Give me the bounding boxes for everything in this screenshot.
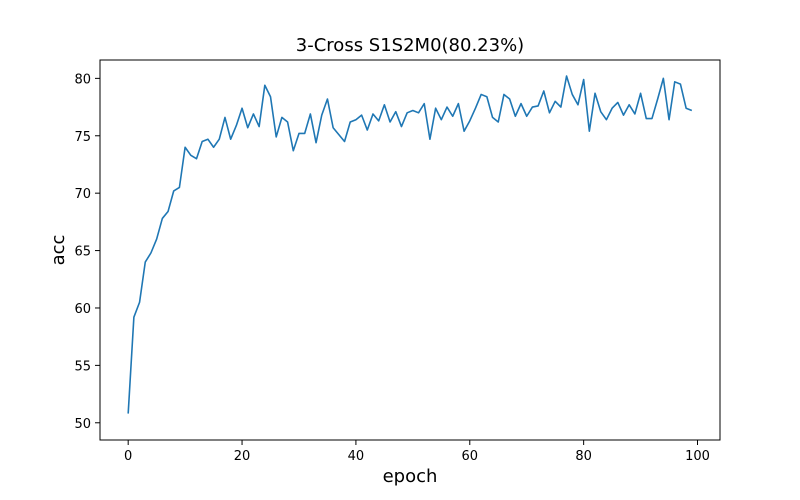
- x-tick-label: 40: [348, 449, 365, 464]
- y-axis: 50 55 60 65 70 75 80: [74, 72, 100, 432]
- y-tick-label: 55: [74, 359, 91, 374]
- x-axis-label: epoch: [383, 466, 438, 487]
- y-axis-label: acc: [48, 235, 69, 266]
- y-tick-label: 80: [74, 72, 91, 87]
- y-tick-label: 75: [74, 130, 91, 145]
- x-tick-label: 20: [234, 449, 251, 464]
- series-layer: [127, 75, 693, 414]
- x-tick-label: 0: [124, 449, 132, 464]
- x-tick-label: 100: [685, 449, 710, 464]
- x-axis: 0 20 40 60 80 100: [124, 440, 710, 464]
- plot-frame: [99, 59, 721, 441]
- y-tick-label: 65: [74, 245, 91, 260]
- y-tick-label: 70: [74, 187, 91, 202]
- y-tick-label: 60: [74, 302, 91, 317]
- x-tick-label: 60: [462, 449, 479, 464]
- x-tick-label: 80: [575, 449, 592, 464]
- series-line-0: [127, 75, 693, 414]
- chart-title: 3-Cross S1S2M0(80.23%): [296, 35, 524, 56]
- y-tick-label: 50: [74, 417, 91, 432]
